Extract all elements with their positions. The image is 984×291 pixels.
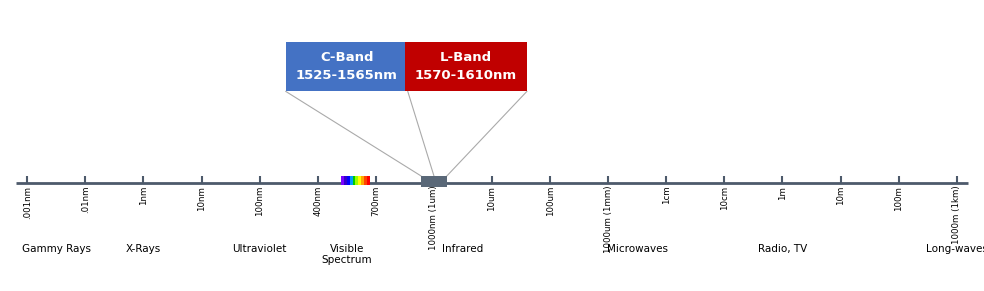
Bar bbox=[358, 176, 361, 185]
Text: C-Band
1525-1565nm: C-Band 1525-1565nm bbox=[296, 51, 398, 82]
Text: 10nm: 10nm bbox=[197, 186, 206, 211]
Text: 100nm: 100nm bbox=[255, 186, 264, 216]
Text: .001nm: .001nm bbox=[23, 186, 31, 219]
Text: 1000m (1km): 1000m (1km) bbox=[953, 186, 961, 244]
Text: 400nm: 400nm bbox=[313, 186, 322, 216]
Text: 1nm: 1nm bbox=[139, 186, 148, 205]
Text: Radio, TV: Radio, TV bbox=[758, 244, 807, 254]
Text: 1cm: 1cm bbox=[662, 186, 671, 205]
Bar bbox=[364, 176, 367, 185]
Bar bbox=[341, 176, 343, 185]
Text: 1m: 1m bbox=[778, 186, 787, 200]
Bar bbox=[346, 176, 349, 185]
Text: .01nm: .01nm bbox=[81, 186, 90, 213]
Bar bbox=[367, 176, 370, 185]
Text: 1000nm (1um): 1000nm (1um) bbox=[429, 186, 439, 251]
Text: 1000um (1mm): 1000um (1mm) bbox=[603, 186, 613, 253]
Bar bbox=[285, 42, 407, 91]
Text: Microwaves: Microwaves bbox=[607, 244, 668, 254]
Text: 100m: 100m bbox=[894, 186, 903, 211]
Text: Ultraviolet: Ultraviolet bbox=[232, 244, 286, 254]
Text: Visible
Spectrum: Visible Spectrum bbox=[322, 244, 372, 265]
Text: 10um: 10um bbox=[487, 186, 497, 211]
Bar bbox=[343, 176, 346, 185]
Text: 10cm: 10cm bbox=[720, 186, 729, 210]
Text: L-Band
1570-1610nm: L-Band 1570-1610nm bbox=[415, 51, 517, 82]
Text: Long-waves: Long-waves bbox=[926, 244, 984, 254]
Bar bbox=[352, 176, 355, 185]
Text: Infrared: Infrared bbox=[443, 244, 483, 254]
Text: 10m: 10m bbox=[836, 186, 845, 205]
Text: X-Rays: X-Rays bbox=[126, 244, 161, 254]
Text: 100um: 100um bbox=[545, 186, 555, 216]
Bar bbox=[361, 176, 364, 185]
Text: 700nm: 700nm bbox=[371, 186, 381, 216]
Bar bbox=[421, 176, 447, 187]
Bar bbox=[404, 42, 526, 91]
Bar bbox=[349, 176, 352, 185]
Text: Gammy Rays: Gammy Rays bbox=[22, 244, 91, 254]
Bar bbox=[355, 176, 358, 185]
